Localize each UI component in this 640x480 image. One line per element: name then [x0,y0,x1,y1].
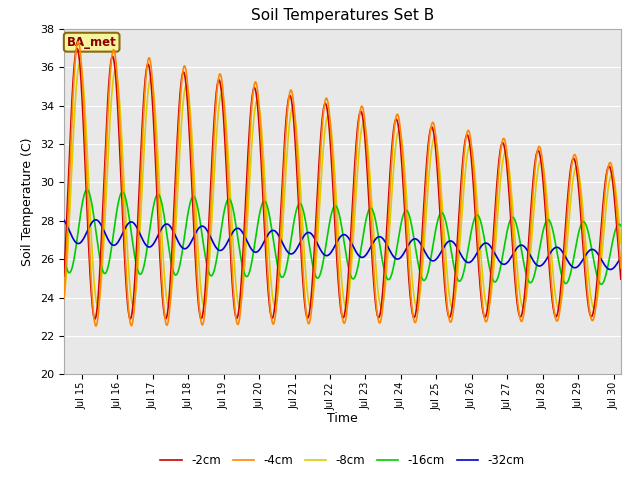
-8cm [626,306,634,312]
-32cm [607,266,614,272]
-8cm [628,303,636,309]
-2cm [628,291,636,297]
-4cm [74,39,82,45]
-32cm [92,217,100,223]
-8cm [401,164,408,170]
-32cm [484,240,492,246]
-8cm [163,299,171,305]
-32cm [527,253,534,259]
-2cm [60,273,68,279]
Line: -2cm: -2cm [64,48,632,319]
-8cm [484,305,492,311]
-4cm [527,224,534,230]
-4cm [163,322,171,328]
Text: BA_met: BA_met [67,36,116,48]
-32cm [628,251,636,256]
-2cm [277,204,285,209]
-8cm [527,250,534,255]
-8cm [76,60,84,66]
-8cm [429,137,437,143]
Line: -8cm: -8cm [64,63,632,309]
Legend: -2cm, -4cm, -8cm, -16cm, -32cm: -2cm, -4cm, -8cm, -16cm, -32cm [156,449,529,472]
-2cm [163,312,171,317]
Line: -16cm: -16cm [64,190,632,284]
-2cm [91,316,99,322]
-16cm [598,281,605,287]
-2cm [527,209,534,215]
X-axis label: Time: Time [327,412,358,425]
-32cm [429,258,437,264]
-4cm [429,120,437,125]
-16cm [401,209,408,215]
-4cm [401,186,408,192]
-16cm [484,254,492,260]
Y-axis label: Soil Temperature (C): Soil Temperature (C) [22,137,35,266]
-2cm [484,305,492,311]
-16cm [83,187,91,192]
-32cm [163,221,171,227]
Line: -4cm: -4cm [64,42,632,326]
-16cm [277,274,285,279]
-16cm [429,242,437,248]
-32cm [401,249,408,255]
-32cm [60,217,68,223]
-16cm [60,252,68,258]
-4cm [92,323,100,329]
Line: -32cm: -32cm [64,220,632,269]
-8cm [277,253,285,259]
-2cm [73,46,81,51]
-4cm [60,296,68,302]
-2cm [429,128,437,133]
-4cm [484,315,492,321]
-16cm [163,234,171,240]
-4cm [277,226,285,231]
Title: Soil Temperatures Set B: Soil Temperatures Set B [251,9,434,24]
-2cm [401,205,408,211]
-16cm [527,280,534,286]
-8cm [60,296,68,302]
-4cm [628,303,636,309]
-32cm [277,237,285,243]
-16cm [628,270,636,276]
